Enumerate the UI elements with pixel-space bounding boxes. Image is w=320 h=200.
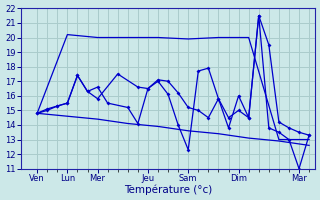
X-axis label: Température (°c): Température (°c) — [124, 185, 212, 195]
